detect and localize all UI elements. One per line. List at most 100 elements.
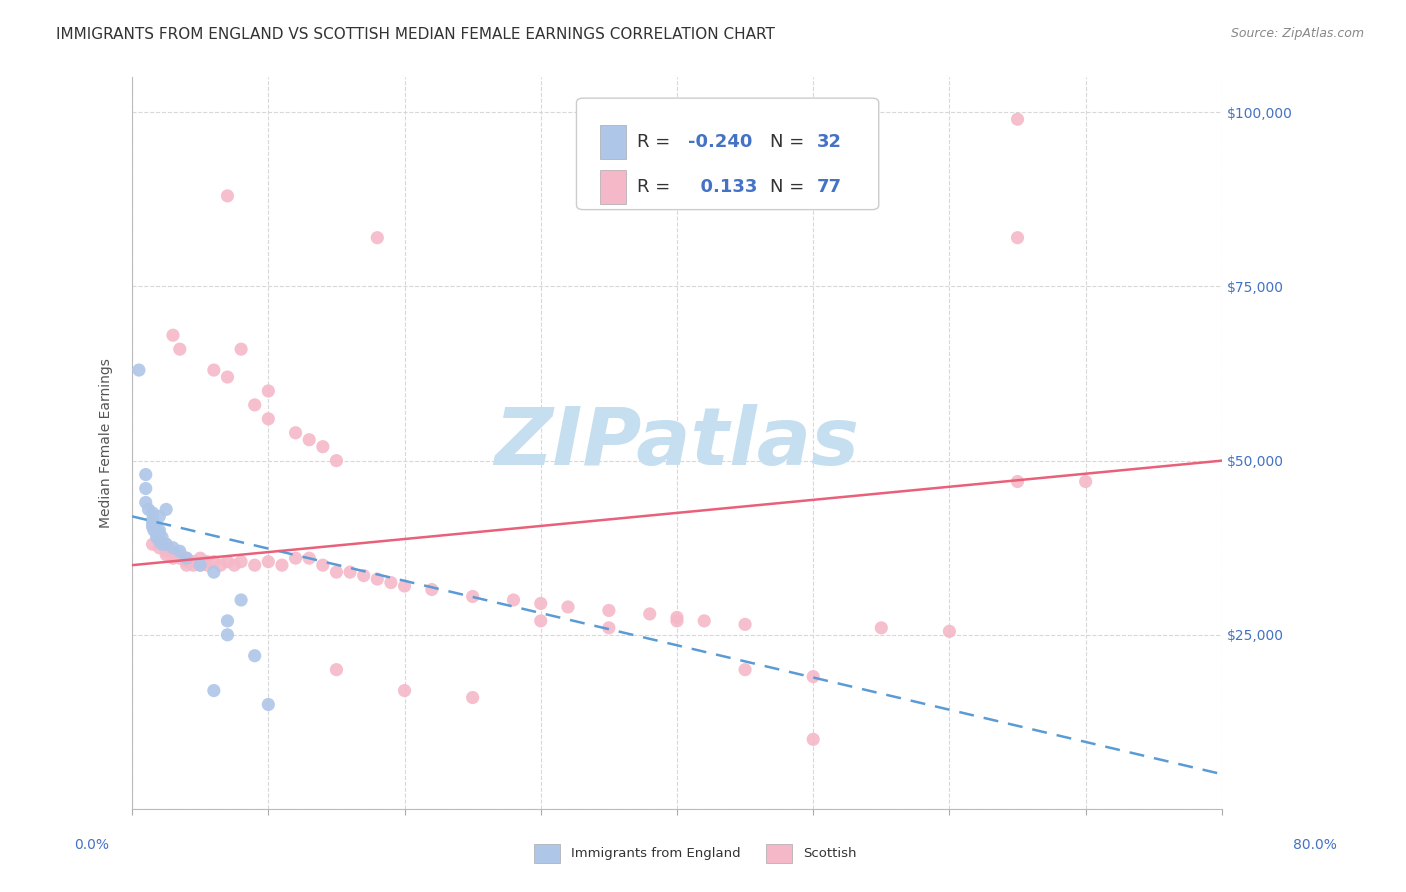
Point (188, 551, 211, 566)
Point (202, 363, 225, 377)
Point (202, 565, 225, 579)
Point (325, 663, 347, 677)
Point (183, 558, 205, 573)
Text: IMMIGRANTS FROM ENGLAND VS SCOTTISH MEDIAN FEMALE EARNINGS CORRELATION CHART: IMMIGRANTS FROM ENGLAND VS SCOTTISH MEDI… (56, 27, 775, 42)
Point (141, 506, 163, 520)
Text: 32: 32 (817, 133, 842, 151)
Point (243, 558, 266, 573)
Point (665, 614, 688, 628)
Point (188, 558, 211, 573)
Point (312, 440, 335, 454)
Point (665, 610, 688, 624)
Point (148, 541, 170, 555)
Point (1007, 112, 1029, 127)
Point (202, 683, 225, 698)
Point (312, 558, 335, 573)
Point (176, 551, 198, 566)
Point (271, 558, 294, 573)
Point (420, 582, 443, 597)
Point (1007, 475, 1029, 489)
Point (530, 597, 553, 611)
Point (148, 509, 170, 524)
Point (224, 558, 246, 573)
Point (801, 670, 824, 684)
Point (353, 568, 375, 582)
Point (257, 412, 280, 426)
Point (870, 621, 893, 635)
Point (243, 398, 266, 412)
Text: 80.0%: 80.0% (1292, 838, 1337, 852)
Point (339, 565, 361, 579)
Text: R =: R = (637, 178, 676, 195)
Point (145, 526, 167, 541)
Point (366, 572, 388, 586)
Point (141, 520, 163, 534)
Point (734, 663, 756, 677)
Point (394, 579, 416, 593)
Text: -0.240: -0.240 (688, 133, 752, 151)
Point (135, 482, 157, 496)
Point (155, 537, 177, 551)
Point (183, 555, 205, 569)
Point (938, 624, 960, 639)
Point (284, 551, 307, 566)
Point (257, 555, 280, 569)
Point (155, 502, 177, 516)
Point (176, 558, 198, 573)
Point (148, 526, 170, 541)
Point (138, 502, 160, 516)
Point (394, 683, 416, 698)
Point (141, 537, 163, 551)
Point (734, 617, 756, 632)
Point (162, 548, 184, 562)
Point (217, 189, 239, 203)
Point (162, 541, 184, 555)
Point (142, 524, 165, 538)
Point (162, 328, 184, 343)
Point (229, 555, 252, 569)
Point (209, 558, 232, 573)
Y-axis label: Median Female Earnings: Median Female Earnings (100, 359, 114, 528)
Text: Scottish: Scottish (803, 847, 856, 860)
Point (141, 513, 163, 527)
Point (693, 614, 716, 628)
Point (380, 575, 402, 590)
Text: ZIPatlas: ZIPatlas (495, 404, 859, 483)
Point (169, 544, 191, 558)
Point (598, 621, 620, 635)
Text: 77: 77 (817, 178, 842, 195)
Point (298, 433, 321, 447)
Point (148, 533, 170, 548)
Point (366, 230, 388, 244)
Point (176, 551, 198, 566)
Point (243, 648, 266, 663)
Point (298, 551, 321, 566)
Point (461, 590, 484, 604)
Point (217, 370, 239, 384)
Point (155, 544, 177, 558)
Point (195, 558, 218, 573)
Point (638, 607, 661, 621)
Text: N =: N = (770, 178, 810, 195)
Point (801, 732, 824, 747)
Point (162, 544, 184, 558)
Text: Source: ZipAtlas.com: Source: ZipAtlas.com (1230, 27, 1364, 40)
Point (217, 614, 239, 628)
Point (284, 425, 307, 440)
Point (135, 467, 157, 482)
Point (128, 363, 150, 377)
Point (1074, 475, 1097, 489)
Point (155, 537, 177, 551)
Point (557, 599, 579, 614)
Point (176, 555, 198, 569)
Point (257, 384, 280, 398)
Point (148, 533, 170, 548)
Point (325, 565, 347, 579)
Point (148, 524, 170, 538)
Point (202, 555, 225, 569)
Point (1007, 230, 1029, 244)
Point (502, 593, 524, 607)
Point (188, 558, 211, 573)
Point (135, 495, 157, 509)
Point (141, 516, 163, 531)
